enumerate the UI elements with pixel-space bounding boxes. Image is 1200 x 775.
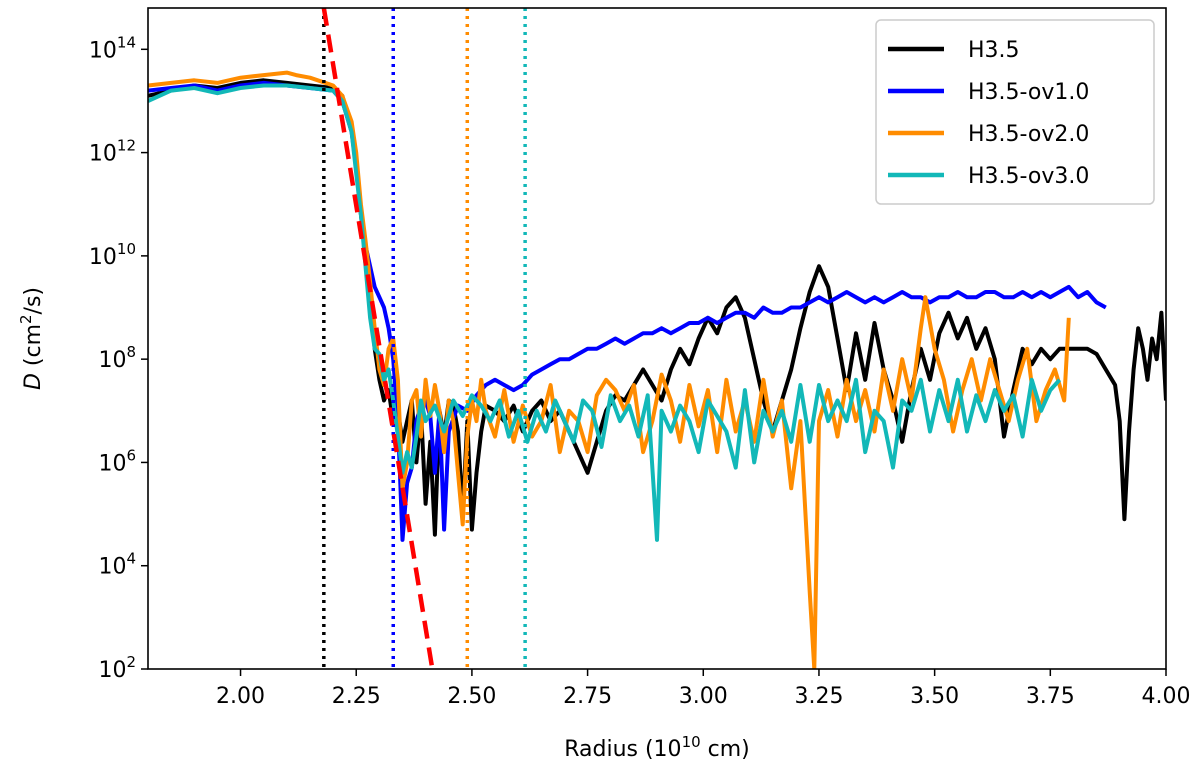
x-tick-label-6: 3.50 <box>910 684 959 709</box>
x-tick-label-5: 3.25 <box>794 684 843 709</box>
legend-label-0: H3.5 <box>968 38 1020 63</box>
y-axis: 102 104 106 108 1010 1012 1014 <box>89 33 148 683</box>
plot-frame <box>147 7 1167 670</box>
fit-line <box>321 8 435 669</box>
x-tick-label-3: 2.75 <box>563 684 612 709</box>
x-tick-label-8: 4.00 <box>1142 684 1191 709</box>
legend: H3.5 H3.5-ov1.0 H3.5-ov2.0 H3.5-ov3.0 <box>875 19 1155 205</box>
legend-box <box>875 19 1155 205</box>
x-tick-label-7: 3.75 <box>1026 684 1075 709</box>
legend-label-3: H3.5-ov3.0 <box>968 164 1089 189</box>
y-tick-label-6: 1014 <box>89 33 136 63</box>
x-tick-label-2: 2.50 <box>447 684 496 709</box>
series-line-3 <box>148 83 1062 542</box>
legend-label-1: H3.5-ov1.0 <box>968 80 1089 105</box>
y-tick-label-1: 104 <box>98 550 136 580</box>
y-tick-label-5: 1012 <box>89 137 136 167</box>
y-tick-label-3: 108 <box>98 343 136 373</box>
y-tick-label-2: 106 <box>98 446 136 476</box>
x-tick-label-1: 2.25 <box>332 684 381 709</box>
y-tick-label-0: 102 <box>98 653 136 683</box>
plot-content <box>148 8 1166 669</box>
series-line-1 <box>148 80 1107 542</box>
x-tick-label-0: 2.00 <box>216 684 265 709</box>
x-axis: 2.00 2.25 2.50 2.75 3.00 3.25 3.50 3.75 4.00 <box>216 669 1190 709</box>
y-tick-label-4: 1010 <box>89 240 136 270</box>
x-tick-label-4: 3.00 <box>679 684 728 709</box>
y-axis-title: D (cm2/s) <box>17 287 46 390</box>
x-axis-title: Radius (1010 cm) <box>564 733 750 762</box>
legend-label-2: H3.5-ov2.0 <box>968 122 1089 147</box>
